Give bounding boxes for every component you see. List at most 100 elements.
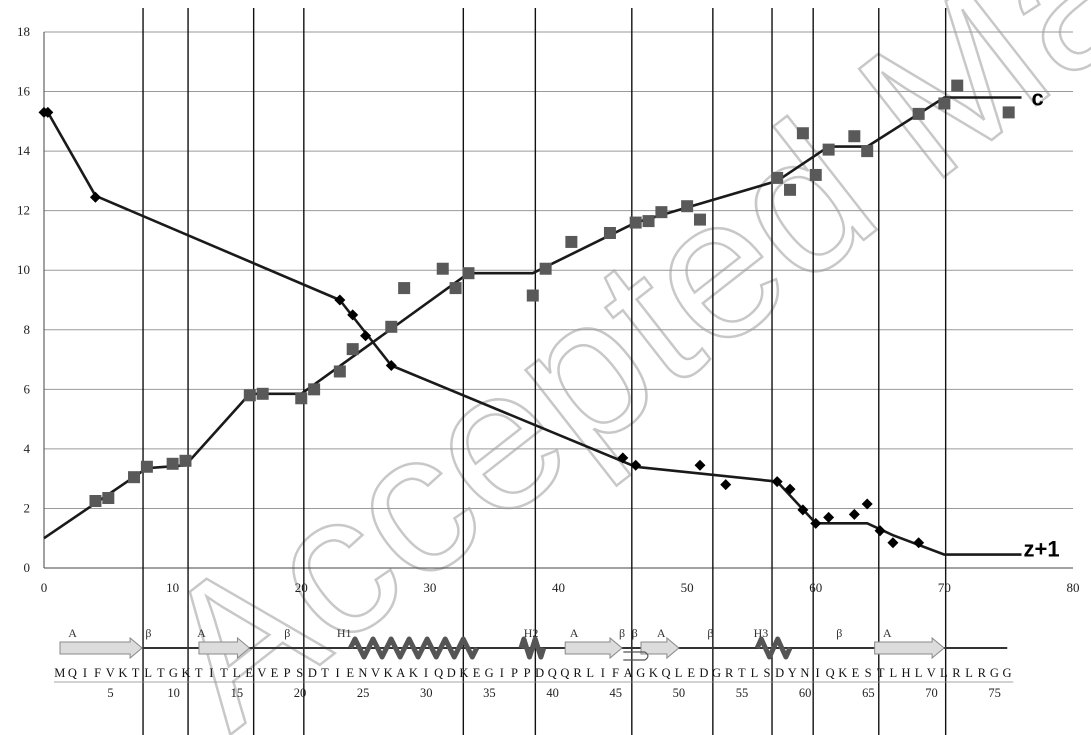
data-point-square — [822, 143, 835, 156]
y-tick-label: 6 — [24, 381, 31, 396]
residue-letter: S — [764, 666, 771, 680]
data-point-diamond — [823, 511, 835, 523]
ss-label: A — [657, 626, 666, 640]
residue-letter: K — [118, 666, 128, 680]
ss-label: H2 — [524, 626, 539, 640]
residue-letter: L — [675, 666, 683, 680]
ss-label: H1 — [337, 626, 352, 640]
data-point-square — [603, 227, 616, 239]
residue-letter: Q — [434, 666, 444, 680]
x-tick-label: 60 — [809, 580, 822, 595]
data-point-square — [784, 183, 797, 196]
ss-label: A — [570, 626, 579, 640]
residue-letter: E — [346, 666, 354, 680]
residue-letter: I — [601, 666, 606, 680]
data-point-square — [436, 262, 449, 275]
data-point-square — [308, 383, 321, 396]
residue-letter: Q — [560, 666, 570, 680]
data-point-diamond — [89, 191, 101, 203]
residue-letter: Q — [548, 666, 558, 680]
residue-letter: Q — [826, 666, 836, 680]
x-tick-label: 10 — [166, 580, 179, 595]
residue-number: 5 — [107, 686, 113, 700]
residue-number: 10 — [167, 686, 180, 700]
data-point-square — [938, 97, 951, 110]
data-point-square — [629, 216, 642, 229]
data-point-square — [655, 206, 668, 219]
residue-letter: T — [738, 666, 746, 680]
ss-label: β — [619, 626, 625, 640]
residue-letter: F — [612, 666, 619, 680]
residue-letter: S — [865, 666, 872, 680]
x-tick-label: 70 — [938, 580, 951, 595]
residue-letter: L — [965, 666, 973, 680]
data-point-diamond — [630, 459, 642, 471]
axes: 0 2 4 6 8 10 12 14 16 18 0 10 20 30 40 50 60 70 80 — [17, 24, 1080, 595]
data-point-diamond — [42, 106, 54, 118]
residue-letter: F — [94, 666, 101, 680]
y-tick-label: 14 — [17, 143, 31, 158]
residue-letter: Q — [661, 666, 671, 680]
data-point-diamond — [848, 508, 860, 520]
residue-letter: K — [459, 666, 469, 680]
ss-label: β — [145, 626, 151, 640]
residue-letter: P — [511, 666, 518, 680]
y-tick-label: 8 — [24, 322, 31, 337]
y-tick-label: 2 — [24, 500, 31, 515]
data-point-square — [693, 213, 706, 226]
residue-letter: V — [106, 666, 116, 680]
residue-letter: K — [838, 666, 848, 680]
data-point-square — [449, 282, 462, 295]
residue-number: 40 — [546, 686, 559, 700]
residue-letter: R — [952, 666, 961, 680]
residue-letter: S — [296, 666, 303, 680]
data-point-square — [539, 262, 552, 275]
residue-number: 20 — [294, 686, 307, 700]
data-point-square — [526, 289, 539, 302]
residue-letter: L — [233, 666, 241, 680]
helix-coil — [754, 636, 793, 660]
strand-arrow — [564, 636, 623, 660]
ss-label: H3 — [754, 626, 769, 640]
residue-letter: R — [978, 666, 987, 680]
residue-letter: K — [409, 666, 419, 680]
data-point-diamond — [771, 476, 783, 488]
x-tick-label: 30 — [423, 580, 436, 595]
residue-number: 70 — [925, 686, 938, 700]
residue-letter: A — [396, 666, 406, 680]
domain-boundary-lines — [142, 8, 947, 735]
residue-letter: I — [336, 666, 341, 680]
helix-coil — [518, 636, 547, 660]
data-point-square — [1002, 106, 1015, 119]
data-point-diamond — [784, 483, 796, 495]
data-point-square — [295, 392, 308, 405]
ss-label: β — [284, 626, 290, 640]
data-point-diamond — [385, 360, 397, 372]
residue-letter: L — [940, 666, 948, 680]
ss-label: β — [632, 626, 638, 640]
residue-letter: N — [800, 666, 810, 680]
residue-number: 30 — [420, 686, 433, 700]
residue-number: 65 — [862, 686, 875, 700]
y-tick-label: 12 — [17, 203, 30, 218]
data-point-diamond — [810, 517, 822, 529]
data-point-diamond — [913, 537, 925, 549]
ss-label: β — [707, 626, 713, 640]
strand-arrow — [198, 636, 251, 660]
residue-letter: A — [624, 666, 634, 680]
residue-letter: T — [132, 666, 140, 680]
residue-letter: E — [271, 666, 279, 680]
data-point-square — [256, 387, 269, 400]
residue-letter: I — [500, 666, 505, 680]
residue-letter: K — [649, 666, 659, 680]
series-labels: c z+1 — [1024, 86, 1060, 562]
residue-number: 35 — [483, 686, 496, 700]
y-tick-label: 4 — [24, 441, 31, 456]
strand-arrow — [874, 636, 945, 660]
residue-letter: D — [699, 666, 709, 680]
data-point-square — [179, 454, 192, 467]
residue-letter: E — [852, 666, 860, 680]
